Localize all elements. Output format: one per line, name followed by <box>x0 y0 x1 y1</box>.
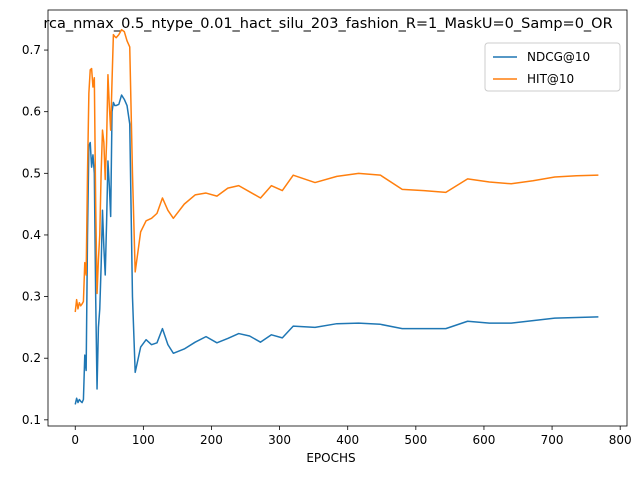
y-tick-label: 0.1 <box>22 413 41 427</box>
y-tick-label: 0.7 <box>22 43 41 57</box>
y-tick-label: 0.6 <box>22 105 41 119</box>
y-axis: 0.1 0.2 0.3 0.4 0.5 0.6 0.7 <box>22 43 48 427</box>
series-layer <box>74 28 599 405</box>
y-tick-label: 0.4 <box>22 228 41 242</box>
x-tick-label: 200 <box>200 433 223 447</box>
series-line-hit-10 <box>74 28 599 313</box>
x-axis-label: EPOCHS <box>306 451 355 465</box>
y-tick-label: 0.3 <box>22 290 41 304</box>
x-tick-label: 300 <box>268 433 291 447</box>
y-tick-label: 0.2 <box>22 351 41 365</box>
x-tick-label: 400 <box>336 433 359 447</box>
x-tick-label: 0 <box>71 433 79 447</box>
series-line-ndcg-10 <box>74 94 599 405</box>
legend: NDCG@10 HIT@10 <box>484 42 621 92</box>
legend-label: NDCG@10 <box>527 50 590 64</box>
legend-label: HIT@10 <box>527 72 574 86</box>
x-axis: 0 100 200 300 400 500 600 700 800 <box>71 426 632 447</box>
legend-box <box>484 42 621 92</box>
x-tick-label: 600 <box>472 433 495 447</box>
x-tick-label: 700 <box>541 433 564 447</box>
plot-frame <box>47 9 628 427</box>
x-tick-label: 100 <box>132 433 155 447</box>
x-tick-label: 800 <box>609 433 632 447</box>
chart-title: rca_nmax_0.5_ntype_0.01_hact_silu_203_fa… <box>43 16 612 32</box>
y-tick-label: 0.5 <box>22 166 41 180</box>
x-tick-label: 500 <box>404 433 427 447</box>
